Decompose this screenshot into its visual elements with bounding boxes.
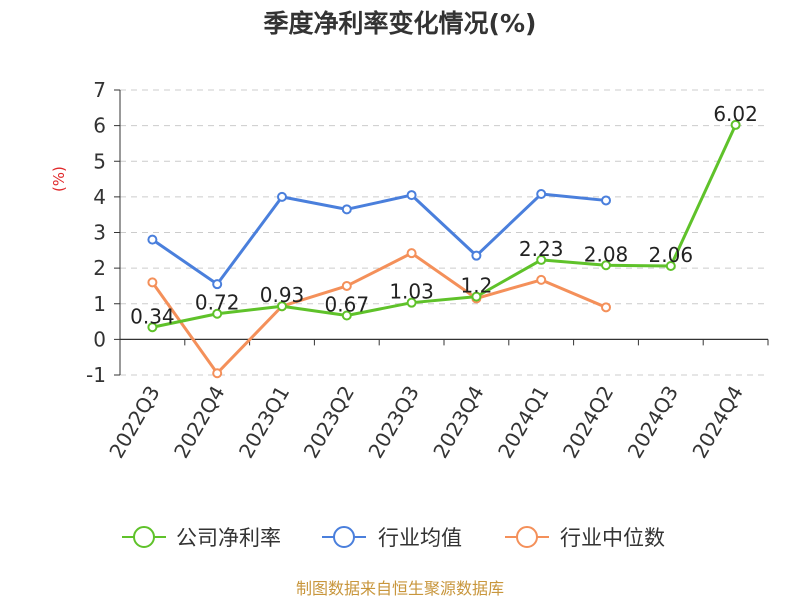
x-tick-label: 2023Q4 bbox=[428, 382, 488, 463]
data-point[interactable] bbox=[341, 310, 352, 321]
legend-label[interactable]: 行业中位数 bbox=[560, 526, 665, 550]
data-point[interactable] bbox=[665, 260, 676, 271]
chart-title: 季度净利率变化情况(%) bbox=[264, 9, 537, 38]
data-label: 6.02 bbox=[713, 102, 758, 126]
legend-label[interactable]: 行业均值 bbox=[378, 526, 462, 550]
data-point[interactable] bbox=[601, 195, 611, 206]
legend-label[interactable]: 公司净利率 bbox=[176, 526, 281, 550]
x-tick-label: 2022Q3 bbox=[104, 382, 164, 463]
data-point[interactable] bbox=[277, 191, 287, 202]
x-tick-label: 2024Q3 bbox=[623, 382, 683, 463]
x-tick-label: 2024Q4 bbox=[687, 382, 747, 463]
data-point[interactable] bbox=[341, 204, 352, 215]
series-line bbox=[152, 124, 737, 329]
y-tick-label: 5 bbox=[93, 149, 106, 173]
data-label: 1.2 bbox=[460, 274, 492, 298]
data-label: 2.06 bbox=[649, 243, 694, 267]
series-line bbox=[151, 192, 607, 286]
data-point[interactable] bbox=[406, 248, 417, 259]
data-point[interactable] bbox=[147, 277, 158, 288]
data-point[interactable] bbox=[212, 279, 223, 290]
y-tick-label: 2 bbox=[93, 256, 106, 280]
legend-marker bbox=[133, 526, 155, 548]
data-point[interactable] bbox=[536, 274, 547, 285]
data-label: 2.23 bbox=[519, 237, 564, 261]
data-point[interactable] bbox=[536, 254, 547, 265]
y-tick-label: 1 bbox=[93, 292, 106, 316]
series-line bbox=[151, 251, 607, 375]
data-point[interactable] bbox=[147, 234, 158, 245]
data-point[interactable] bbox=[341, 280, 352, 291]
data-point[interactable] bbox=[406, 297, 417, 308]
data-point[interactable] bbox=[536, 189, 547, 200]
legend-marker bbox=[516, 526, 538, 548]
data-point[interactable] bbox=[601, 260, 611, 271]
x-tick-label: 2023Q1 bbox=[234, 382, 294, 463]
data-point[interactable] bbox=[471, 291, 482, 302]
data-point[interactable] bbox=[730, 119, 741, 130]
x-tick-label: 2024Q2 bbox=[558, 382, 618, 463]
x-tick-label: 2022Q4 bbox=[169, 382, 229, 463]
source-note: 制图数据来自恒生聚源数据库 bbox=[296, 579, 504, 598]
data-label: 1.03 bbox=[389, 280, 434, 304]
y-tick-label: 7 bbox=[93, 78, 106, 102]
data-point[interactable] bbox=[601, 302, 611, 313]
data-label: 0.34 bbox=[130, 304, 175, 328]
x-tick-label: 2023Q3 bbox=[363, 382, 423, 463]
data-point[interactable] bbox=[277, 301, 287, 312]
data-point[interactable] bbox=[212, 368, 223, 379]
y-tick-label: 4 bbox=[93, 185, 106, 209]
legend-marker bbox=[333, 526, 355, 548]
data-label: 2.08 bbox=[584, 242, 629, 266]
y-tick-label: 0 bbox=[93, 327, 106, 351]
y-tick-label: 6 bbox=[93, 114, 106, 138]
data-point[interactable] bbox=[406, 190, 417, 201]
x-tick-label: 2024Q1 bbox=[493, 382, 553, 463]
data-label: 0.67 bbox=[325, 293, 370, 317]
y-tick-label: 3 bbox=[93, 221, 106, 245]
data-point[interactable] bbox=[471, 250, 482, 261]
y-axis-label: (%) bbox=[50, 166, 68, 192]
y-tick-label: -1 bbox=[86, 363, 106, 387]
data-point[interactable] bbox=[212, 308, 223, 319]
data-label: 0.93 bbox=[260, 283, 305, 307]
x-tick-label: 2023Q2 bbox=[299, 382, 359, 463]
data-point[interactable] bbox=[147, 322, 158, 333]
data-label: 0.72 bbox=[195, 291, 240, 315]
